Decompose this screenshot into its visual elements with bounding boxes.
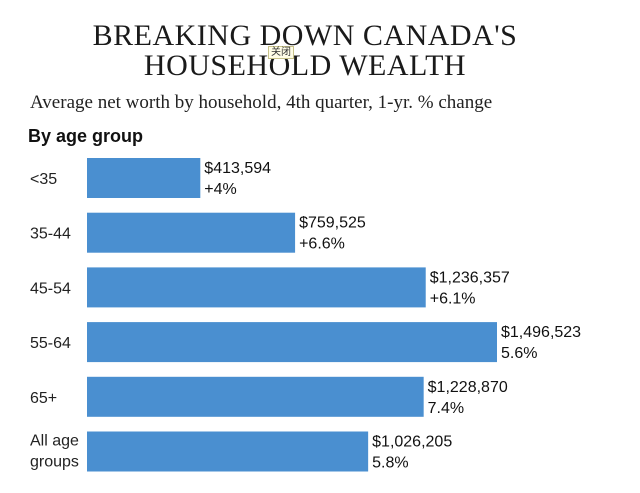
bar-3 xyxy=(87,322,497,363)
category-label: 35-44 xyxy=(30,226,71,243)
value-label: $1,228,870 xyxy=(428,379,508,396)
section-heading: By age group xyxy=(28,126,144,146)
chart-title-line-2: HOUSEHOLD WEALTH xyxy=(143,49,467,82)
change-label: 7.4% xyxy=(428,400,464,417)
chart-subtitle: Average net worth by household, 4th quar… xyxy=(30,92,493,113)
category-label: 55-64 xyxy=(30,335,71,352)
bar-0 xyxy=(87,158,201,198)
category-label: 65+ xyxy=(30,390,57,407)
category-label: 45-54 xyxy=(30,280,71,297)
value-label: $759,525 xyxy=(299,215,366,232)
value-label: $413,594 xyxy=(204,160,271,177)
change-label: +6.1% xyxy=(430,290,476,307)
value-label: $1,026,205 xyxy=(372,434,452,451)
bar-2 xyxy=(87,267,426,308)
close-tooltip[interactable]: 关闭 xyxy=(268,46,294,59)
bar-5 xyxy=(87,431,369,472)
value-label: $1,236,357 xyxy=(430,269,510,286)
bar-4 xyxy=(87,376,424,417)
change-label: +4% xyxy=(204,181,236,198)
change-label: 5.6% xyxy=(501,345,537,362)
change-label: 5.8% xyxy=(372,455,408,472)
chart-title-line-1: BREAKING DOWN CANADA'S xyxy=(92,19,518,52)
value-label: $1,496,523 xyxy=(501,324,581,341)
category-label: <35 xyxy=(30,171,57,188)
category-label: All age groups xyxy=(30,433,79,471)
bar-1 xyxy=(87,212,296,253)
change-label: +6.6% xyxy=(299,236,345,253)
